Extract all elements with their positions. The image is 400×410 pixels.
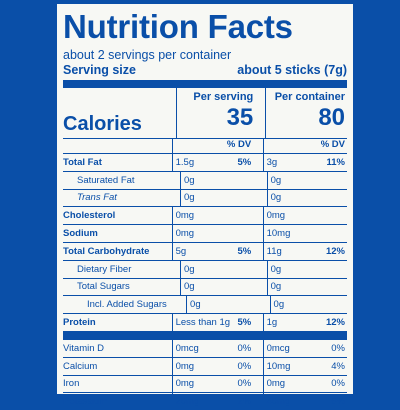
per-container-column-head: Per container 80 [265,88,347,138]
container-amount: 0g [270,281,282,293]
calories-per-container: 80 [318,104,346,131]
nutrient-row: Saturated Fat 0g 0g [63,170,347,189]
nutrient-name: Sodium [63,228,98,240]
container-dv: 11% [326,156,346,168]
per-serving-column-head: Per serving 35 [176,88,255,138]
container-amount: 10mg [266,228,291,240]
nutrient-row: Protein Less than 1g 5% 1g 12% [63,313,347,331]
serving-amount: 20mg [175,396,200,408]
vitamin-row: Potassium 20mg 2% 40mg 6% [63,392,347,410]
per-serving-label: Per serving [193,91,254,103]
nutrient-table: Total Fat 1.5g 5% 3g 11% Saturated Fat 0g 0g Tra… [63,153,347,331]
thick-divider [63,330,347,339]
serving-dv: 0% [237,360,252,372]
serving-amount: 0g [184,174,195,186]
container-amount: 1g [266,317,278,329]
container-dv: 12% [325,245,345,257]
per-container-label: Per container [274,91,346,103]
container-amount: 0g [270,263,282,275]
serving-amount: 1.5g [175,156,195,168]
serving-amount: 0mg [175,228,195,240]
container-amount: 0mg [266,378,286,390]
calories-label: Calories [63,113,142,135]
container-dv: 6% [331,396,345,408]
nutrient-name: Total Carbohydrate [63,245,150,257]
container-dv: 0% [331,378,345,390]
nutrient-row: Cholesterol 0mg 0mg [63,206,347,225]
serving-dv: 5% [237,317,252,329]
serving-size-value: about 5 sticks (7g) [237,63,347,77]
calories-per-serving: 35 [226,104,254,131]
dv-header-serving: % DV [171,139,254,153]
nutrient-row: Incl. Added Sugars 0g 0g [63,295,347,314]
vitamin-row: Vitamin D 0mcg 0% 0mcg 0% [63,338,347,357]
serving-amount: 0g [190,299,201,311]
container-amount: 3g [266,156,278,168]
serving-amount: 0mg [175,210,195,222]
serving-amount: 0g [184,281,195,293]
serving-size-row: Serving size about 5 sticks (7g) [63,63,347,78]
servings-per-container: about 2 servings per container [63,48,232,62]
nutrient-row: Dietary Fiber 0g 0g [63,259,347,278]
serving-dv: 0% [237,378,252,390]
serving-amount: 0g [184,192,195,204]
serving-amount: 0mcg [175,342,199,354]
vitamin-row: Iron 0mg 0% 0mg 0% [63,374,347,393]
container-dv: 4% [331,360,345,372]
serving-amount: Less than 1g [175,317,231,329]
nutrient-name: Protein [63,317,96,329]
serving-amount: 0mg [175,360,195,372]
container-amount: 11g [266,245,282,257]
dv-header-row: % DV % DV [63,138,347,153]
container-amount: 0g [273,299,285,311]
container-amount: 40mg [266,396,291,408]
nutrient-name: Trans Fat [77,192,117,204]
nutrient-name: Calcium [63,360,98,372]
nutrient-row: Sodium 0mg 10mg [63,224,347,242]
thick-divider [63,80,347,88]
vitamin-row: Calcium 0mg 0% 10mg 4% [63,356,347,375]
container-amount: 10mg [266,360,291,372]
nutrient-name: Cholesterol [63,210,116,222]
nutrient-name: Potassium [63,396,108,408]
serving-dv: 0% [237,342,252,354]
nutrient-name: Saturated Fat [77,174,135,186]
calories-block: Calories Per serving 35 Per container 80 [63,88,347,138]
nutrient-name: Iron [63,378,80,390]
nutrient-name: Total Fat [63,156,102,168]
container-amount: 0mcg [266,342,290,354]
nutrient-row: Total Fat 1.5g 5% 3g 11% [63,153,347,171]
page-title: Nutrition Facts [63,8,293,45]
nutrient-name: Incl. Added Sugars [87,299,167,311]
serving-dv: 2% [237,396,252,408]
container-amount: 0mg [266,210,286,222]
dv-header-container: % DV [262,139,347,153]
container-amount: 0g [270,174,282,186]
serving-amount: 5g [175,245,187,257]
nutrient-row: Trans Fat 0g 0g [63,188,347,207]
serving-size-label: Serving size [63,63,136,77]
nutrient-name: Dietary Fiber [77,263,132,275]
nutrient-name: Vitamin D [63,342,105,354]
nutrient-row: Total Sugars 0g 0g [63,277,347,296]
vitamin-table: Vitamin D 0mcg 0% 0mcg 0% Calcium 0mg 0% 10mg 4% I… [63,338,347,410]
serving-dv: 5% [237,245,252,257]
serving-amount: 0mg [175,378,195,390]
container-dv: 0% [331,342,345,354]
serving-dv: 5% [237,156,252,168]
nutrient-row: Total Carbohydrate 5g 5% 11g 12% [63,241,347,260]
serving-amount: 0g [184,263,195,275]
container-dv: 12% [325,317,345,329]
nutrition-facts-panel: Nutrition Facts about 2 servings per con… [55,2,355,410]
nutrient-name: Total Sugars [77,281,130,293]
container-amount: 0g [270,192,282,204]
